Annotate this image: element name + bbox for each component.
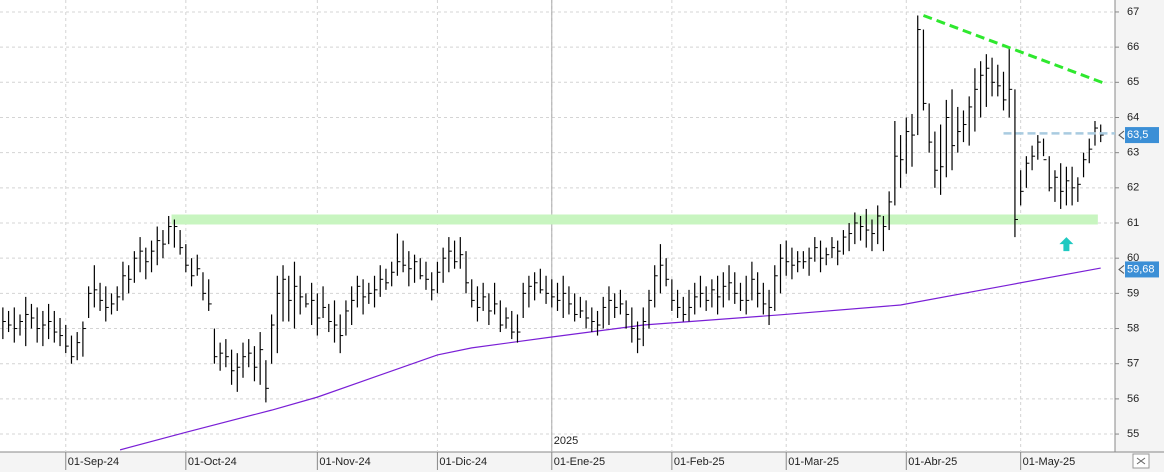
support-zone	[171, 214, 1098, 225]
y-tick-label: 59	[1127, 287, 1139, 299]
y-tick-label: 67	[1127, 6, 1139, 18]
y-tick-label: 65	[1127, 76, 1139, 88]
x-tick-label: 01-May-25	[1023, 456, 1076, 468]
x-tick-label: 01-Ene-25	[554, 456, 605, 468]
x-tick-label: 01-Mar-25	[788, 456, 839, 468]
price-tag	[1125, 127, 1159, 144]
x-tick-label: 01-Nov-24	[319, 456, 370, 468]
y-tick-label: 63	[1127, 147, 1139, 159]
y-axis-panel	[1115, 0, 1164, 472]
price-tag-marker	[1118, 265, 1125, 274]
y-tick-label: 60	[1127, 252, 1139, 264]
y-tick-label: 64	[1127, 111, 1139, 123]
x-axis-panel	[0, 452, 1164, 472]
y-tick-label: 58	[1127, 322, 1139, 334]
y-tick-label: 62	[1127, 182, 1139, 194]
x-tick-label: 01-Dic-24	[439, 456, 487, 468]
x-tick-label: 01-Oct-24	[188, 456, 237, 468]
price-tag-marker	[1118, 130, 1125, 140]
y-tick-label: 56	[1127, 393, 1139, 405]
price-tag	[1125, 261, 1159, 278]
y-tick-label: 55	[1127, 428, 1139, 440]
price-tag-label: 63,5	[1127, 129, 1148, 141]
moving-average-line	[119, 267, 1101, 451]
year-label: 2025	[554, 435, 578, 447]
trendline	[922, 14, 1107, 86]
x-tick-label: 01-Feb-25	[674, 456, 725, 468]
y-tick-label: 61	[1127, 217, 1139, 229]
price-tag-label: 59,68	[1127, 263, 1155, 275]
up-arrow	[1059, 237, 1074, 252]
y-tick-label: 57	[1127, 358, 1139, 370]
x-tick-label: 01-Sep-24	[68, 456, 119, 468]
y-tick-label: 66	[1127, 41, 1139, 53]
settings-icon	[1136, 457, 1146, 465]
x-tick-label: 01-Abr-25	[908, 456, 957, 468]
